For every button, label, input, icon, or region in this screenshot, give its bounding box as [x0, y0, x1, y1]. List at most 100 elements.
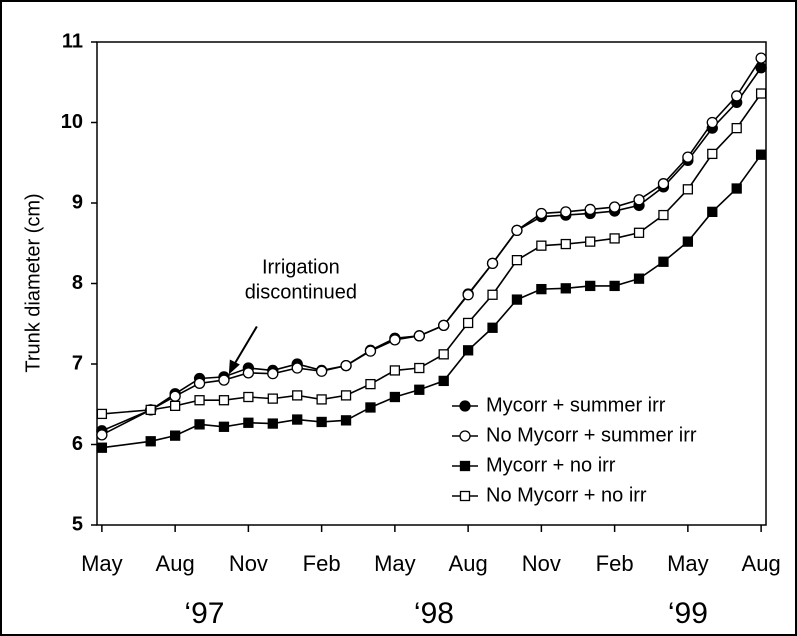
x-tick-label: Nov	[522, 551, 561, 576]
point	[194, 395, 205, 406]
x-tick-label: May	[667, 551, 709, 576]
point	[267, 418, 278, 429]
point	[755, 52, 767, 64]
point	[218, 395, 230, 406]
annotation-arrowhead	[228, 359, 240, 375]
point	[340, 390, 352, 401]
point	[487, 322, 498, 333]
point	[511, 255, 523, 266]
point	[169, 400, 181, 412]
point	[682, 151, 694, 163]
point	[242, 367, 255, 379]
point	[585, 236, 596, 247]
point	[193, 377, 206, 389]
point	[486, 257, 499, 270]
annotation-arrow	[230, 325, 258, 369]
point	[487, 289, 498, 300]
point	[438, 319, 450, 332]
legend-marker	[459, 490, 471, 502]
y-tick-label: 5	[72, 513, 83, 535]
x-tick-label: May	[374, 551, 416, 576]
point	[389, 365, 401, 376]
point	[96, 429, 108, 441]
legend-label: Mycorr + summer irr	[486, 394, 666, 416]
legend-marker	[459, 400, 471, 412]
point	[706, 116, 718, 129]
point	[218, 374, 230, 386]
point	[707, 206, 718, 218]
x-tick-label: Feb	[596, 551, 634, 576]
point	[169, 390, 181, 402]
point	[96, 442, 108, 453]
point	[292, 414, 303, 425]
point	[389, 391, 401, 403]
point	[560, 283, 571, 294]
point	[462, 317, 474, 329]
point	[511, 224, 523, 237]
point	[169, 430, 181, 441]
point	[315, 365, 328, 377]
point	[658, 256, 669, 267]
point	[365, 378, 376, 390]
x-tick-label: Aug	[742, 551, 781, 576]
point	[414, 362, 425, 374]
legend-label: No Mycorr + summer irr	[486, 424, 697, 446]
point	[682, 236, 694, 247]
point	[731, 90, 743, 102]
year-label: ‘97	[184, 597, 224, 630]
point	[340, 359, 352, 372]
point	[560, 238, 571, 250]
point	[608, 201, 621, 213]
y-tick-label: 8	[72, 272, 83, 294]
point	[462, 345, 474, 356]
point	[633, 273, 645, 284]
point	[194, 419, 205, 430]
point	[536, 283, 547, 295]
point	[731, 122, 742, 134]
point	[707, 148, 718, 160]
point	[96, 408, 108, 420]
point	[340, 415, 352, 426]
point	[755, 88, 767, 99]
point	[413, 330, 425, 342]
point	[267, 393, 278, 404]
point	[316, 394, 327, 405]
point	[145, 436, 156, 447]
point	[243, 391, 254, 403]
point	[365, 402, 376, 413]
point	[462, 289, 474, 301]
y-tick-label: 6	[72, 433, 83, 455]
point	[585, 280, 596, 292]
point	[657, 178, 670, 190]
plot-frame	[96, 41, 767, 526]
point	[609, 280, 620, 292]
legend-marker	[459, 430, 471, 442]
point	[633, 194, 645, 206]
point	[414, 384, 425, 395]
point	[438, 375, 449, 387]
point	[755, 62, 767, 74]
legend: Mycorr + summer irr No Mycorr + summer ir…	[452, 394, 697, 506]
point	[364, 345, 377, 357]
y-tick-label: 10	[61, 111, 83, 133]
point	[731, 183, 742, 194]
point	[267, 368, 279, 380]
point	[633, 227, 645, 238]
point	[438, 349, 449, 360]
point	[560, 206, 572, 218]
legend-marker	[459, 460, 471, 472]
point	[536, 240, 547, 251]
point	[609, 233, 620, 244]
point	[584, 203, 596, 216]
annotation-text: discontinued	[245, 282, 357, 304]
point	[389, 334, 401, 346]
point	[755, 149, 767, 160]
y-tick-label: 11	[62, 30, 83, 52]
x-tick-label: Nov	[229, 551, 268, 576]
x-tick-label: Aug	[449, 551, 488, 576]
x-tick-label: May	[81, 551, 123, 576]
x-tick-label: Aug	[156, 551, 195, 576]
y-tick-label: 9	[72, 191, 83, 213]
